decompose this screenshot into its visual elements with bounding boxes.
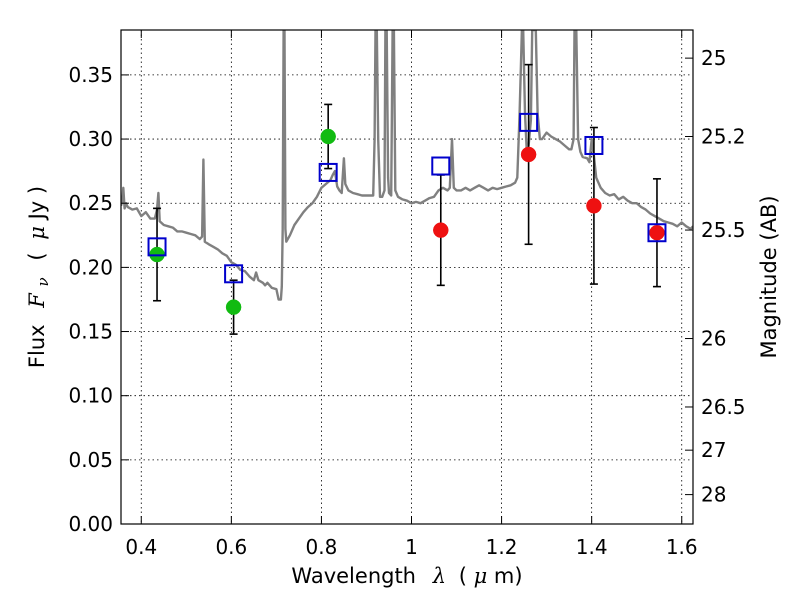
error-bars bbox=[153, 63, 661, 335]
y-tick-label: 0.15 bbox=[68, 320, 113, 344]
x-tick-label: 0.6 bbox=[215, 535, 247, 559]
x-axis-title: Wavelength λ ( μ m) bbox=[291, 564, 522, 588]
x-tick-label: 1 bbox=[405, 535, 418, 559]
x-axis-title-unit-rest: m) bbox=[494, 564, 523, 588]
magnitude-tick-label: 27 bbox=[701, 438, 726, 462]
x-tick-label: 0.4 bbox=[125, 535, 157, 559]
x-tick-label: 1.4 bbox=[576, 535, 608, 559]
y-axis-title-subscript: ν bbox=[34, 277, 52, 286]
plot-frame bbox=[120, 29, 694, 525]
magnitude-tick-label: 25.5 bbox=[701, 218, 746, 242]
magnitude-tick-label: 28 bbox=[701, 483, 726, 507]
y-tick-label: 0.05 bbox=[68, 448, 113, 472]
model-point bbox=[147, 237, 167, 257]
y-axis-title: Flux F ν ( μ Jy ) bbox=[25, 186, 53, 368]
y-tick-label: 0.25 bbox=[68, 191, 113, 215]
magnitude-tick-label: 26.5 bbox=[701, 395, 746, 419]
magnitude-tick-label: 25.2 bbox=[701, 125, 746, 149]
spectrum-line bbox=[121, 30, 693, 301]
x-axis-title-unit-open: ( bbox=[459, 564, 467, 588]
y-tick-label: 0.35 bbox=[68, 63, 113, 87]
model-point bbox=[584, 135, 604, 155]
y-axis-title-unit-mu: μ bbox=[25, 226, 49, 240]
x-tick-label: 0.8 bbox=[306, 535, 338, 559]
model-points bbox=[147, 112, 667, 284]
axis-ticks: 0.4 0.6 0.8 1 1.2 1.4 1.6 0.00 0.05 0.10 0.15 0.20 0… bbox=[68, 30, 746, 559]
magnitude-axis-title: Magnitude (AB) bbox=[757, 195, 781, 358]
observed-point bbox=[520, 146, 537, 163]
observed-point bbox=[225, 299, 242, 315]
model-point bbox=[318, 162, 338, 182]
x-axis-title-symbol: λ bbox=[432, 564, 446, 588]
y-axis-title-text: Flux bbox=[25, 324, 49, 368]
y-axis-title-unit-open: ( bbox=[25, 252, 49, 260]
model-point bbox=[647, 223, 667, 243]
y-tick-label: 0.20 bbox=[68, 255, 113, 279]
x-axis-title-unit-mu: μ bbox=[474, 564, 488, 588]
x-axis-title-text: Wavelength bbox=[291, 564, 416, 588]
y-tick-label: 0.00 bbox=[68, 512, 113, 536]
model-point bbox=[224, 264, 244, 284]
observed-points bbox=[149, 128, 665, 315]
y-axis-title-unit-rest: Jy ) bbox=[25, 186, 49, 222]
x-tick-label: 1.6 bbox=[666, 535, 698, 559]
magnitude-tick-label: 26 bbox=[701, 327, 726, 351]
y-axis-title-symbol: F bbox=[25, 292, 49, 309]
observed-point bbox=[433, 222, 449, 238]
model-point bbox=[519, 112, 539, 132]
grid bbox=[121, 30, 693, 525]
y-tick-label: 0.10 bbox=[68, 384, 113, 408]
y-tick-label: 0.30 bbox=[68, 127, 113, 151]
magnitude-tick-label: 25 bbox=[701, 46, 726, 70]
model-spectrum bbox=[121, 30, 693, 301]
observed-point bbox=[586, 198, 602, 214]
observed-point bbox=[320, 128, 336, 145]
x-tick-label: 1.2 bbox=[486, 535, 518, 559]
observed-point bbox=[649, 224, 665, 241]
model-point bbox=[431, 156, 451, 176]
